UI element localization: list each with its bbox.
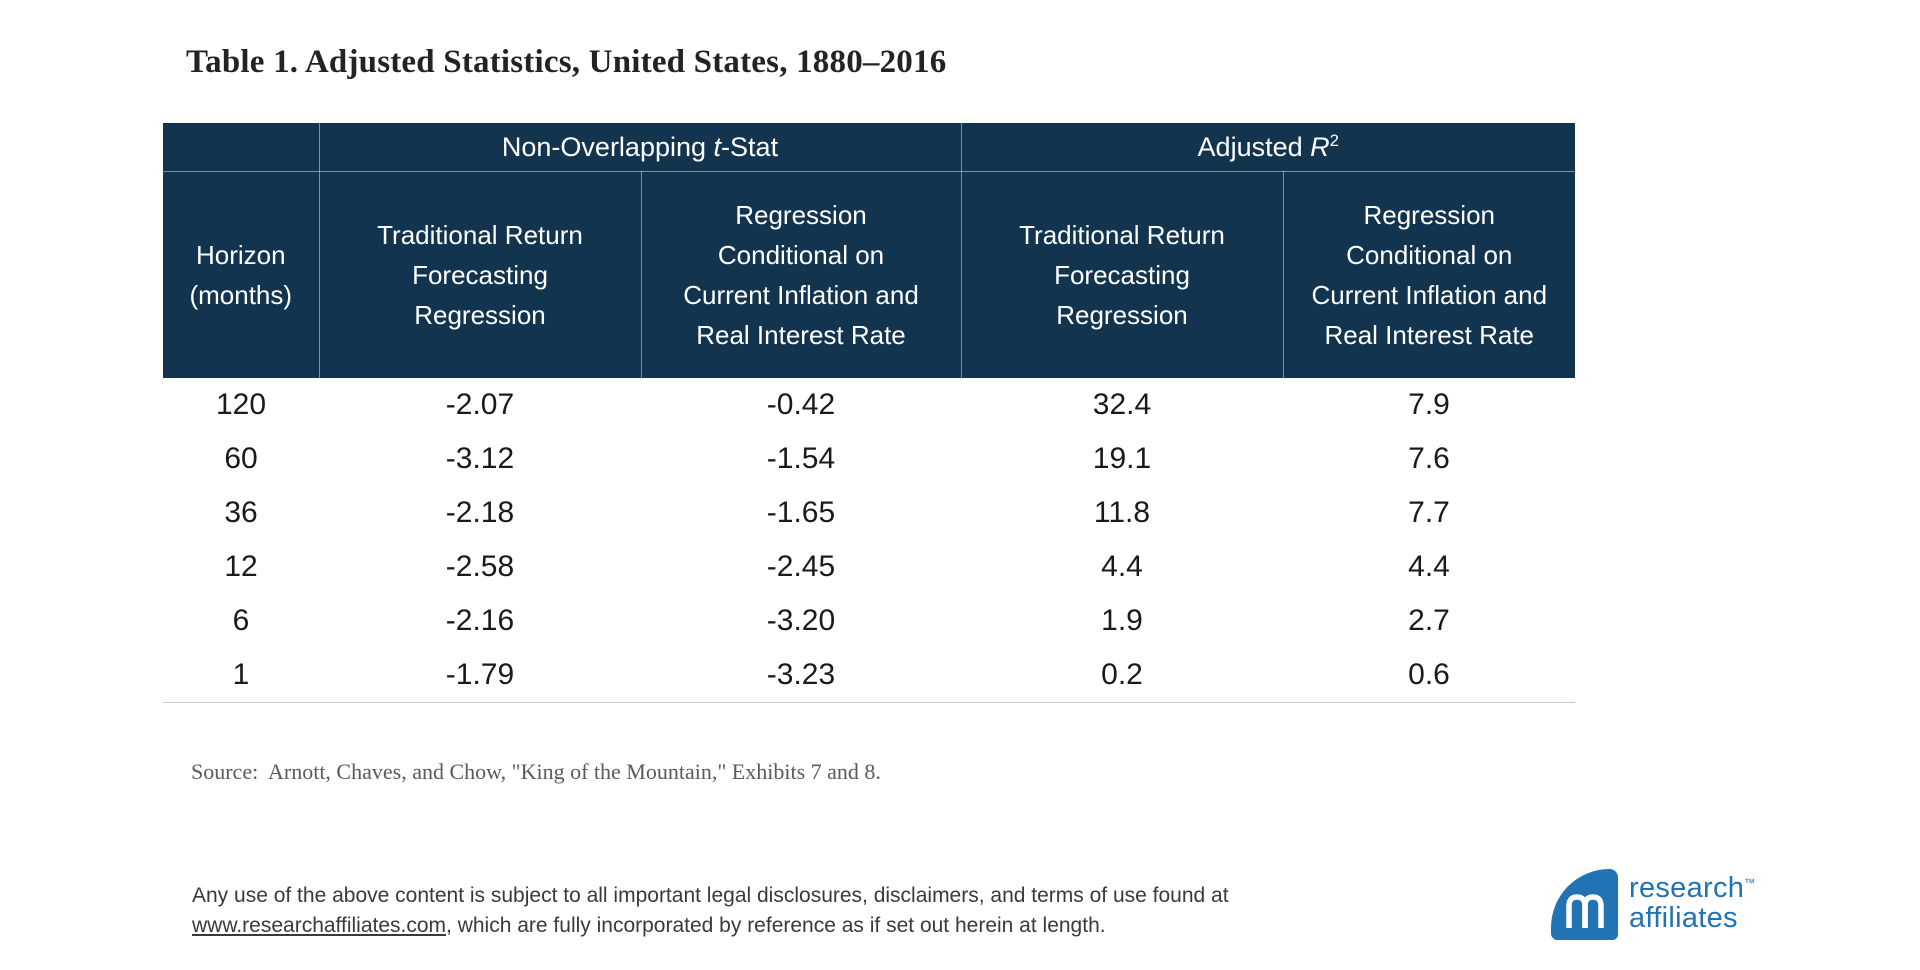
- table-row: 60 -3.12 -1.54 19.1 7.6: [163, 432, 1575, 486]
- cell-tstat-traditional: -2.16: [319, 594, 641, 648]
- col-header-traditional-r2: Traditional Return Forecasting Regressio…: [961, 171, 1284, 378]
- table-row: 6 -2.16 -3.20 1.9 2.7: [163, 594, 1575, 648]
- cell-tstat-conditional: -2.45: [641, 540, 961, 594]
- cell-tstat-traditional: -2.18: [319, 486, 641, 540]
- cell-horizon: 36: [163, 486, 319, 540]
- group-header-tstat: Non-Overlapping t-Stat: [319, 123, 962, 172]
- cell-horizon: 60: [163, 432, 319, 486]
- cell-tstat-conditional: -3.23: [641, 648, 961, 703]
- table-title: Table 1. Adjusted Statistics, United Sta…: [186, 44, 947, 80]
- col-header-conditional-tstat: Regression Conditional on Current Inflat…: [641, 171, 962, 378]
- cell-horizon: 12: [163, 540, 319, 594]
- column-header-row: Horizon (months) Traditional Return Fore…: [163, 171, 1575, 378]
- cell-tstat-traditional: -2.58: [319, 540, 641, 594]
- logo-wordmark: research™ affiliates: [1629, 869, 1756, 933]
- logo-word-affiliates: affiliates: [1629, 902, 1738, 934]
- cell-tstat-traditional: -3.12: [319, 432, 641, 486]
- col-header-conditional-r2: Regression Conditional on Current Inflat…: [1283, 171, 1575, 378]
- group-header-r2-text: Adjusted: [1197, 131, 1311, 162]
- cell-r2-traditional: 0.2: [961, 648, 1283, 703]
- cell-tstat-traditional: -2.07: [319, 378, 641, 432]
- research-affiliates-link[interactable]: www.researchaffiliates.com: [192, 914, 447, 937]
- source-note: Source: Arnott, Chaves, and Chow, "King …: [191, 759, 881, 784]
- research-affiliates-logo: research™ affiliates: [1551, 869, 1756, 940]
- table-row: 36 -2.18 -1.65 11.8 7.7: [163, 486, 1575, 540]
- cell-r2-conditional: 7.9: [1283, 378, 1575, 432]
- disclaimer-line-2-rest: , which are fully incorporated by refere…: [446, 914, 1106, 937]
- cell-tstat-conditional: -1.65: [641, 486, 961, 540]
- cell-r2-traditional: 32.4: [961, 378, 1283, 432]
- trademark-symbol: ™: [1744, 877, 1756, 890]
- cell-r2-traditional: 19.1: [961, 432, 1283, 486]
- cell-r2-traditional: 4.4: [961, 540, 1283, 594]
- table-row: 1 -1.79 -3.23 0.2 0.6: [163, 648, 1575, 703]
- table-row: 120 -2.07 -0.42 32.4 7.9: [163, 378, 1575, 432]
- cell-r2-conditional: 4.4: [1283, 540, 1575, 594]
- cell-r2-traditional: 1.9: [961, 594, 1283, 648]
- disclaimer-line-1: Any use of the above content is subject …: [192, 884, 1229, 907]
- cell-horizon: 120: [163, 378, 319, 432]
- cell-r2-conditional: 0.6: [1283, 648, 1575, 703]
- cell-horizon: 6: [163, 594, 319, 648]
- cell-r2-traditional: 11.8: [961, 486, 1283, 540]
- col-header-horizon: Horizon (months): [163, 171, 320, 378]
- cell-r2-conditional: 7.7: [1283, 486, 1575, 540]
- group-header-row: Non-Overlapping t-Stat Adjusted R2: [163, 123, 1575, 172]
- ra-monogram-icon: [1551, 869, 1618, 940]
- cell-horizon: 1: [163, 648, 319, 703]
- cell-tstat-conditional: -1.54: [641, 432, 961, 486]
- cell-tstat-conditional: -3.20: [641, 594, 961, 648]
- legal-disclaimer: Any use of the above content is subject …: [192, 881, 1392, 941]
- corner-cell: [163, 123, 320, 172]
- group-header-r2: Adjusted R2: [961, 123, 1575, 172]
- disclaimer-line-2: www.researchaffiliates.com, which are fu…: [192, 911, 1392, 941]
- logo-word-research: research™: [1629, 872, 1756, 904]
- cell-r2-conditional: 2.7: [1283, 594, 1575, 648]
- cell-tstat-traditional: -1.79: [319, 648, 641, 703]
- adjusted-statistics-table: Non-Overlapping t-Stat Adjusted R2 Horiz…: [163, 123, 1575, 703]
- cell-r2-conditional: 7.6: [1283, 432, 1575, 486]
- cell-tstat-conditional: -0.42: [641, 378, 961, 432]
- group-header-tstat-text: Non-Overlapping: [501, 131, 714, 162]
- col-header-traditional-tstat: Traditional Return Forecasting Regressio…: [319, 171, 642, 378]
- table-row: 12 -2.58 -2.45 4.4 4.4: [163, 540, 1575, 594]
